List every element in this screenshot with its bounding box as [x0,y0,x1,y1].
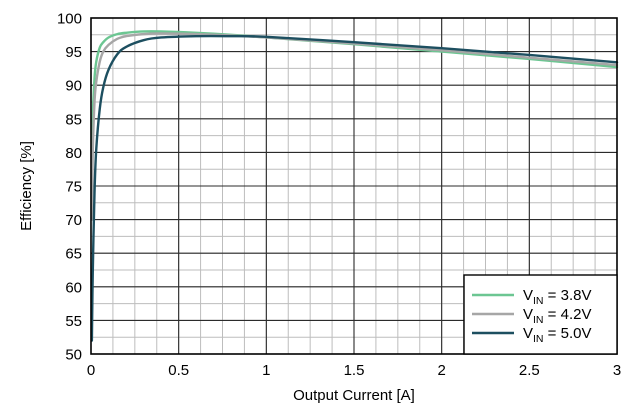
x-tick-label: 0 [87,362,95,379]
x-axis-tick-labels: 0 0.5 1 1.5 2 2.5 3 [87,362,621,379]
y-axis-title: Efficiency [%] [18,141,35,231]
legend-entry-label: VIN = 4.2V [523,306,591,326]
x-tick-label: 2.5 [519,362,540,379]
legend-entry-label: VIN = 3.8V [523,287,591,307]
x-axis-title: Output Current [A] [293,387,415,404]
y-tick-label: 100 [57,11,82,28]
x-tick-label: 2 [437,362,445,379]
plot-area-frame [90,17,618,355]
x-tick-label: 1.5 [344,362,365,379]
x-tick-label: 0.5 [168,362,189,379]
y-axis-tick-labels: 50 55 60 65 70 75 80 85 90 95 100 [57,11,82,364]
legend-entry-label: VIN = 5.0V [523,325,591,345]
x-tick-label: 1 [262,362,270,379]
y-tick-label: 65 [65,246,82,263]
y-tick-label: 85 [65,111,82,128]
y-tick-label: 75 [65,179,82,196]
series-line-1 [90,32,619,221]
y-tick-label: 55 [65,313,82,330]
series-lines [90,30,619,342]
y-tick-label: 70 [65,212,82,229]
y-tick-label: 60 [65,279,82,296]
y-tick-label: 80 [65,145,82,162]
x-tick-label: 3 [613,362,621,379]
y-tick-label: 90 [65,78,82,95]
y-tick-label: 50 [65,347,82,364]
y-tick-label: 95 [65,44,82,61]
series-line-2 [90,34,619,342]
